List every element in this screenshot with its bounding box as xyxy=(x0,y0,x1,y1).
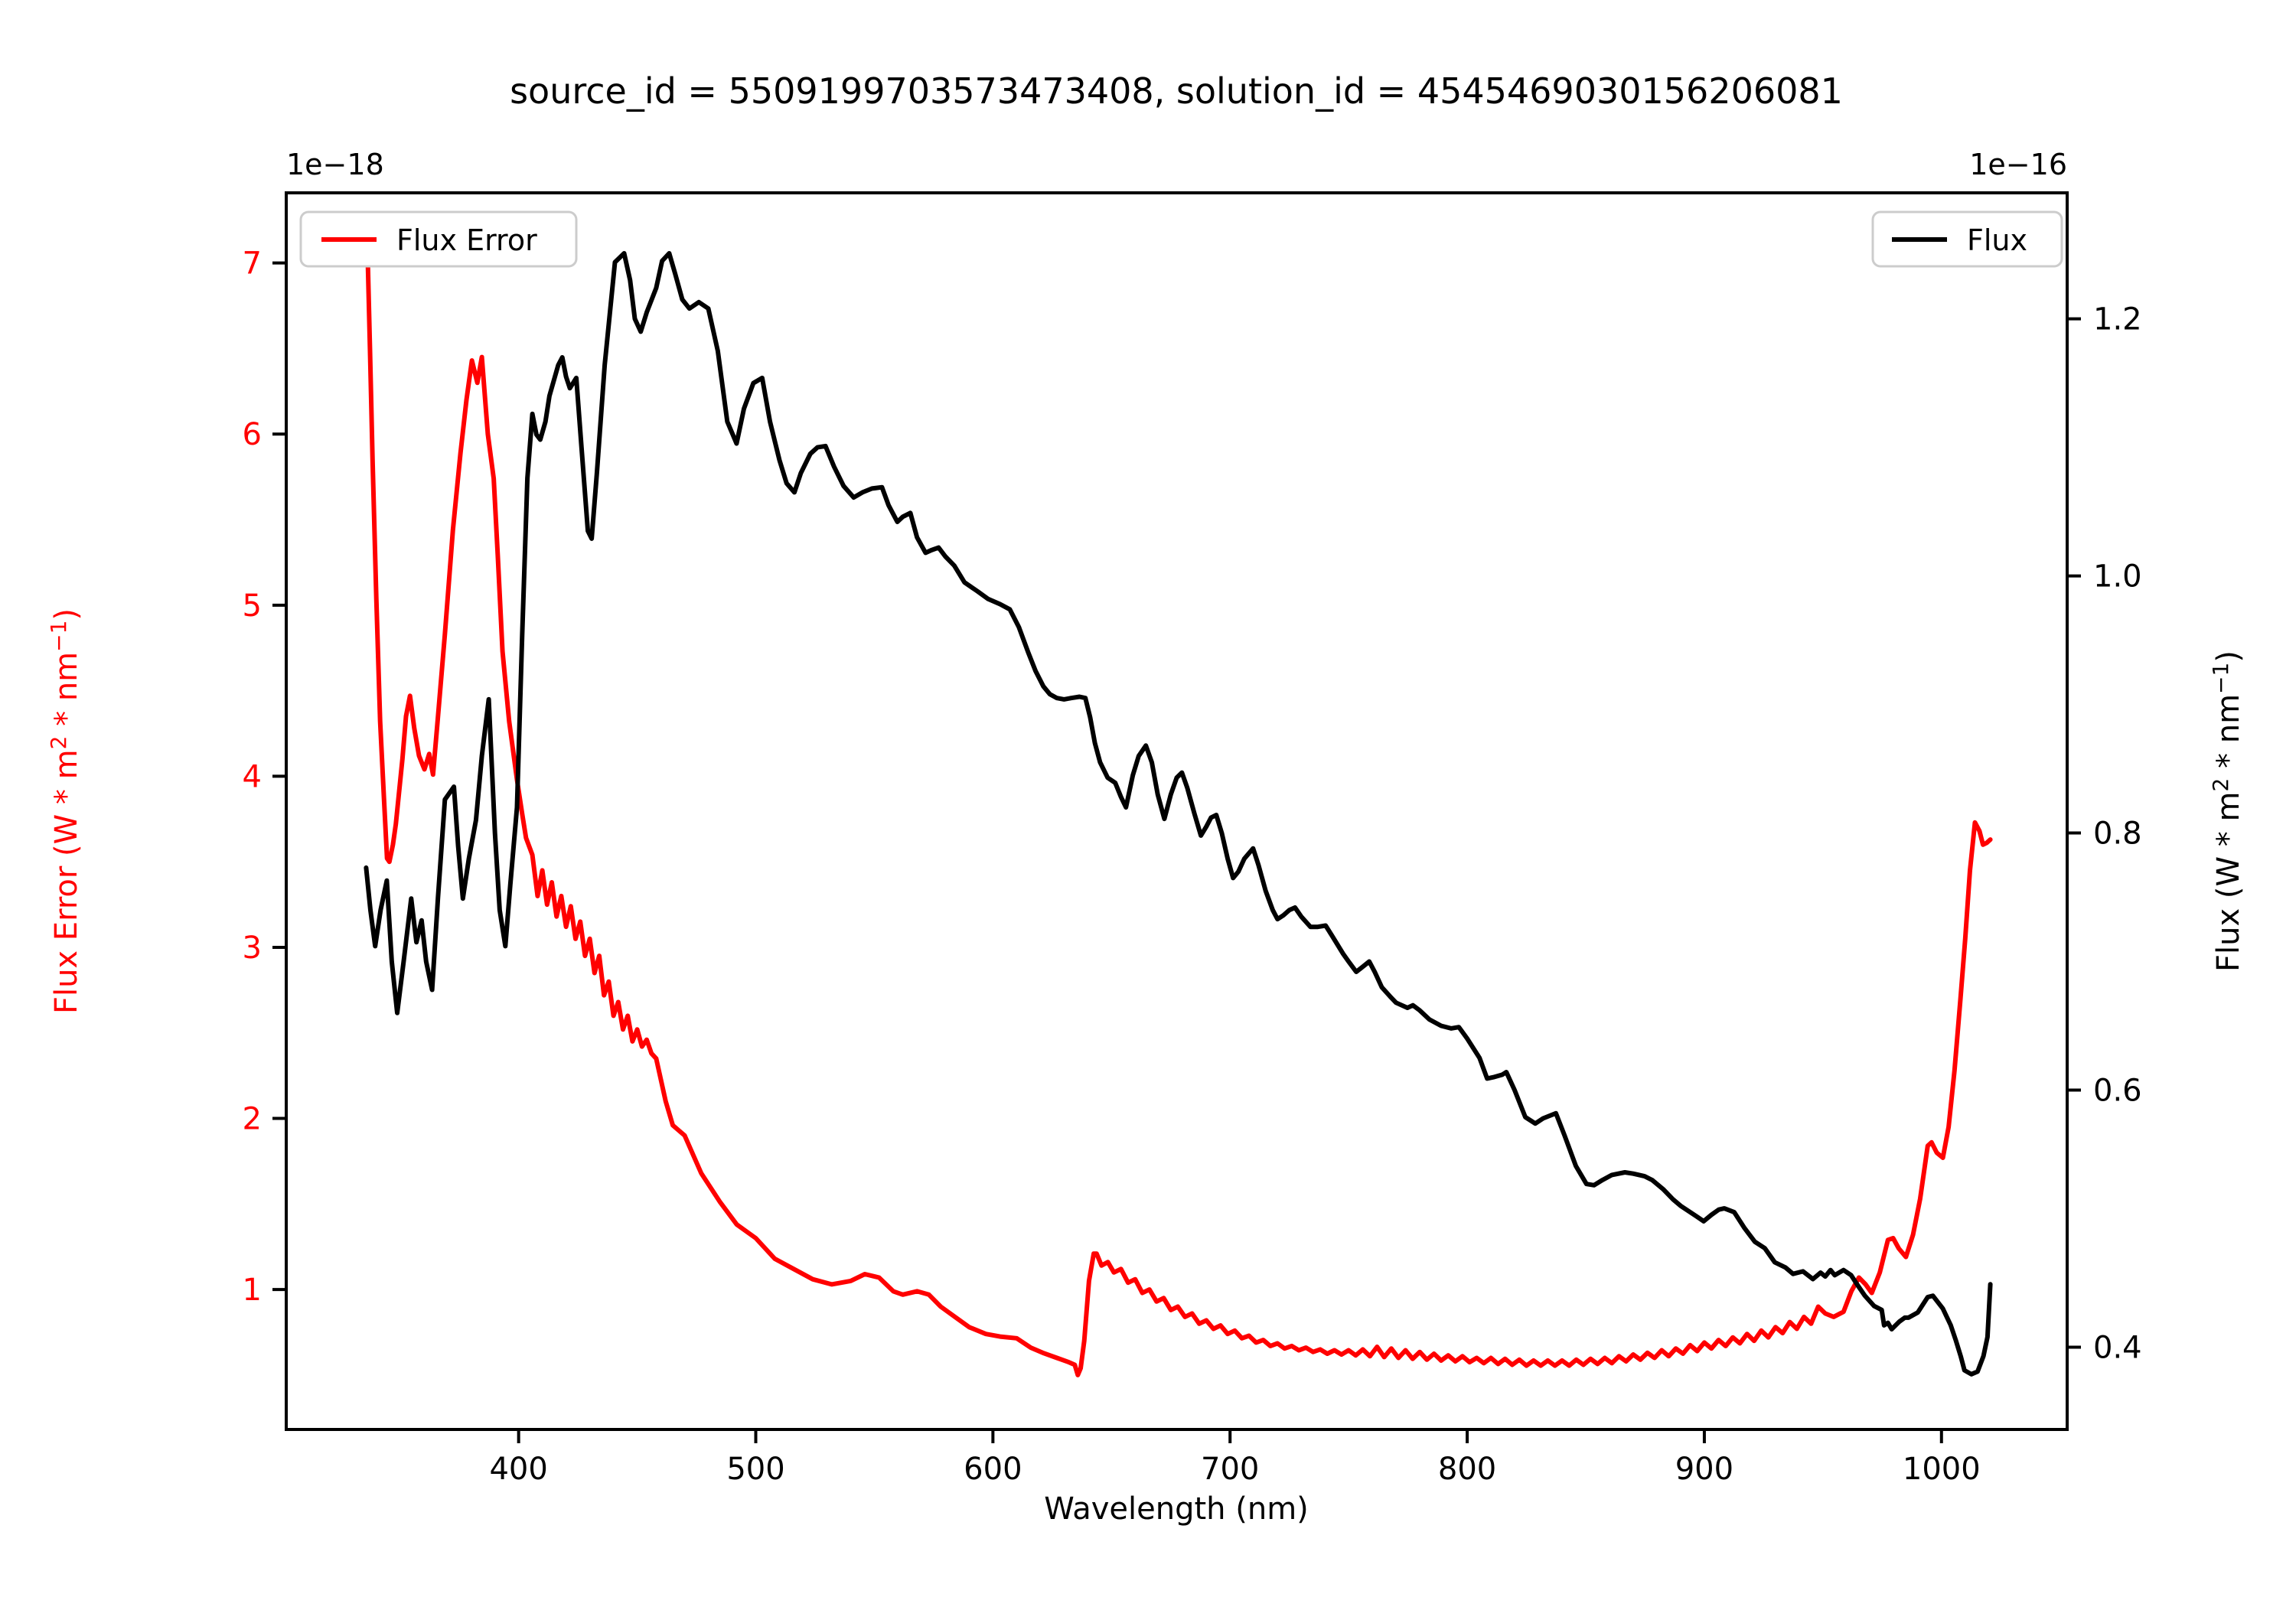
curves-layer xyxy=(364,250,1993,1377)
flux-error-curve xyxy=(365,250,1993,1377)
x-tick-label: 1000 xyxy=(1903,1452,1981,1487)
x-axis-label: Wavelength (nm) xyxy=(1044,1491,1309,1527)
y-left-tick-label: 3 xyxy=(243,931,262,966)
y-right-tick-label: 1.0 xyxy=(2093,559,2142,595)
ticks-layer: 400 500 600 700 800 900 1000 1 2 3 4 5 6 7 0.4 0.6 0.8 1.… xyxy=(243,246,2142,1487)
left-axis-offset-label: 1e−18 xyxy=(286,148,384,181)
plot-frame xyxy=(285,191,2069,1431)
legend-flux-error: Flux Error xyxy=(299,210,578,268)
x-tick-label: 800 xyxy=(1438,1452,1496,1487)
y-right-tick-label: 0.4 xyxy=(2093,1330,2142,1365)
x-tick-label: 400 xyxy=(489,1452,547,1487)
y-left-tick-label: 2 xyxy=(243,1102,262,1137)
y-right-tick-label: 1.2 xyxy=(2093,302,2142,337)
x-tick-label: 900 xyxy=(1675,1452,1733,1487)
x-tick-label: 700 xyxy=(1201,1452,1259,1487)
x-tick-label: 600 xyxy=(964,1452,1022,1487)
legend-flux-error-label: Flux Error xyxy=(396,223,537,257)
right-axis-offset-label: 1e−16 xyxy=(1969,148,2067,181)
y-axis-label-right: Flux (W * m2 * nm−1) xyxy=(2208,650,2246,972)
y-left-tick-label: 4 xyxy=(243,759,262,794)
y-left-tick-label: 6 xyxy=(243,417,262,452)
y-axis-label-left: Flux Error (W * m2 * nm−1) xyxy=(46,608,84,1014)
legend-flux-label: Flux xyxy=(1967,223,2027,257)
x-tick-label: 500 xyxy=(726,1452,784,1487)
y-left-tick-label: 7 xyxy=(243,246,262,282)
y-right-tick-label: 0.8 xyxy=(2093,817,2142,852)
legend-flux-frame xyxy=(1871,210,2063,268)
legend-flux-error-frame xyxy=(299,210,578,268)
y-right-tick-label: 0.6 xyxy=(2093,1074,2142,1109)
y-left-tick-label: 5 xyxy=(243,588,262,624)
legend-flux: Flux xyxy=(1871,210,2063,268)
chart-title: source_id = 5509199703573473408, solutio… xyxy=(510,70,1843,112)
flux-curve xyxy=(364,251,1993,1377)
y-left-tick-label: 1 xyxy=(243,1273,262,1308)
